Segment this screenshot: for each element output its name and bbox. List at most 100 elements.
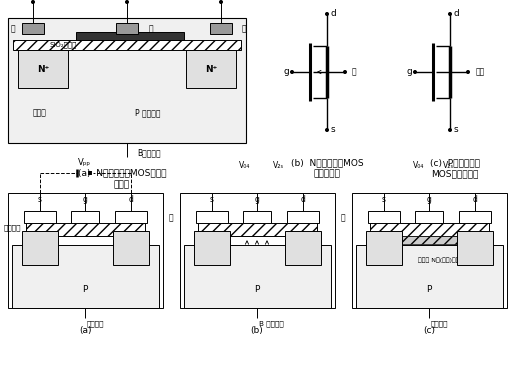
Text: V₂ₛ: V₂ₛ	[443, 161, 455, 171]
Circle shape	[467, 71, 469, 73]
Text: V₀₄: V₀₄	[239, 161, 251, 171]
Text: 铝: 铝	[11, 25, 15, 33]
Text: 耗尽层: 耗尽层	[35, 253, 49, 259]
Bar	[402, 236, 457, 244]
Text: g: g	[83, 195, 87, 203]
Text: 耗尽层 N型(感生)沟道: 耗尽层 N型(感生)沟道	[418, 257, 460, 263]
Text: N⁺: N⁺	[470, 243, 480, 252]
Text: s: s	[382, 195, 386, 203]
Bar	[22, 231, 58, 265]
Text: V₂ₛ: V₂ₛ	[273, 161, 285, 171]
Text: d: d	[453, 10, 459, 18]
Bar	[459, 211, 491, 223]
Text: (a)  N沟道增强型MOS管结构: (a) N沟道增强型MOS管结构	[78, 168, 166, 178]
Bar	[8, 193, 163, 308]
Text: 耗尽层: 耗尽层	[207, 253, 221, 259]
Text: d: d	[301, 195, 305, 203]
Bar	[13, 40, 241, 50]
Circle shape	[413, 71, 417, 73]
Circle shape	[344, 71, 346, 73]
Text: MOS管代表符号: MOS管代表符号	[431, 170, 479, 178]
Bar	[113, 231, 149, 265]
Bar	[184, 245, 331, 308]
Bar	[356, 245, 503, 308]
Bar	[196, 211, 228, 223]
Text: (c)  P沟道增强型: (c) P沟道增强型	[430, 159, 480, 167]
Text: 衬底: 衬底	[476, 68, 485, 76]
Text: N⁺: N⁺	[298, 243, 308, 252]
Text: d: d	[472, 195, 478, 203]
Text: N⁺: N⁺	[205, 65, 217, 73]
Text: (c): (c)	[423, 326, 435, 334]
Text: 铝: 铝	[149, 25, 153, 33]
Bar	[366, 231, 402, 265]
Text: SiO₂绝缘层: SiO₂绝缘层	[49, 42, 76, 48]
Text: s: s	[210, 195, 214, 203]
Bar	[186, 50, 236, 88]
Text: P 型硅衬底: P 型硅衬底	[135, 109, 161, 117]
Bar	[285, 231, 321, 265]
Text: 铝: 铝	[242, 25, 246, 33]
Text: P: P	[254, 286, 260, 294]
Text: (b)  N沟道增强型MOS: (b) N沟道增强型MOS	[291, 159, 363, 167]
Circle shape	[326, 13, 328, 15]
Bar	[115, 211, 147, 223]
Text: 衬底引线: 衬底引线	[87, 321, 105, 327]
Bar	[71, 211, 99, 223]
Bar	[18, 50, 68, 88]
Circle shape	[449, 129, 451, 131]
Circle shape	[126, 1, 128, 3]
Text: (a): (a)	[79, 326, 91, 334]
Text: N⁺: N⁺	[37, 65, 49, 73]
Circle shape	[32, 1, 34, 3]
Text: 铝: 铝	[169, 214, 173, 222]
Bar	[210, 23, 232, 34]
Text: 示意图: 示意图	[114, 181, 130, 189]
Bar	[370, 223, 489, 236]
Bar	[180, 193, 335, 308]
Circle shape	[449, 13, 451, 15]
Bar	[415, 211, 443, 223]
Text: N⁺: N⁺	[207, 243, 217, 252]
Text: d: d	[330, 10, 336, 18]
Text: 耗尽层: 耗尽层	[380, 253, 392, 259]
Text: s: s	[453, 126, 458, 134]
Text: B 衬底引线: B 衬底引线	[259, 321, 284, 327]
Circle shape	[291, 71, 293, 73]
Text: Vₚₚ: Vₚₚ	[77, 157, 90, 167]
Bar	[194, 231, 230, 265]
Text: s: s	[331, 126, 336, 134]
Text: (b): (b)	[251, 326, 263, 334]
Circle shape	[220, 1, 222, 3]
Bar	[352, 193, 507, 308]
Text: d: d	[129, 195, 133, 203]
Bar	[287, 211, 319, 223]
Text: N⁺: N⁺	[379, 243, 389, 252]
Text: N⁺: N⁺	[126, 243, 136, 252]
Text: B衬底引线: B衬底引线	[137, 149, 161, 157]
Bar	[368, 211, 400, 223]
Bar	[198, 223, 317, 236]
Text: 衬: 衬	[352, 68, 357, 76]
Text: 二氧化硅: 二氧化硅	[4, 225, 22, 231]
Text: s: s	[38, 195, 42, 203]
Bar	[76, 32, 184, 40]
Text: 衬底引线: 衬底引线	[431, 321, 448, 327]
Bar	[22, 23, 44, 34]
Text: P: P	[82, 286, 88, 294]
Circle shape	[326, 129, 328, 131]
Bar	[26, 223, 145, 236]
Text: P: P	[426, 286, 431, 294]
Text: 耗尽层: 耗尽层	[33, 109, 47, 117]
Bar	[24, 211, 56, 223]
Text: g: g	[254, 195, 260, 203]
Bar	[243, 211, 271, 223]
Bar	[8, 18, 246, 143]
Text: 铝: 铝	[341, 214, 345, 222]
Text: g: g	[427, 195, 431, 203]
Text: 管代表符号: 管代表符号	[313, 170, 341, 178]
Bar	[12, 245, 159, 308]
Text: g: g	[406, 68, 412, 76]
Text: g: g	[283, 68, 289, 76]
Text: V₀₄: V₀₄	[413, 161, 425, 171]
